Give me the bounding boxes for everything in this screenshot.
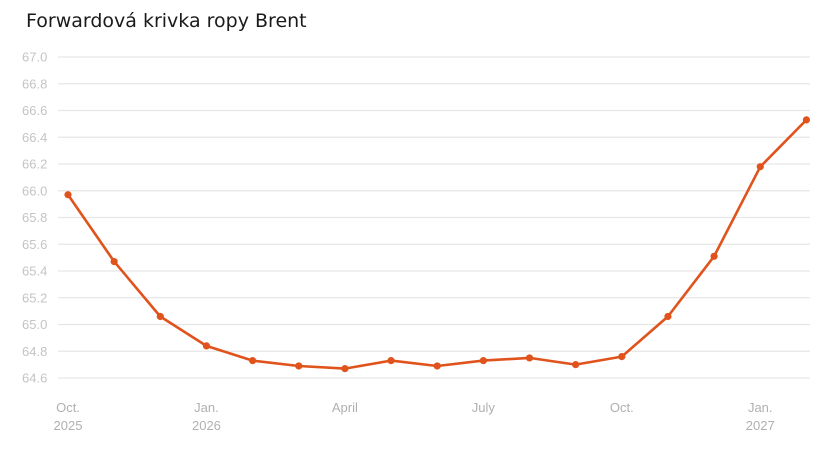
x-tick-label: April: [332, 400, 358, 415]
y-tick-label: 66.6: [22, 103, 47, 118]
y-tick-label: 66.2: [22, 157, 47, 172]
series: [64, 116, 811, 373]
y-tick-label: 65.4: [22, 264, 47, 279]
data-point: [664, 312, 672, 321]
gridlines: [58, 56, 810, 379]
x-tick-year-label: 2026: [192, 418, 221, 433]
x-tick-year-label: 2025: [54, 418, 83, 433]
y-tick-label: 64.6: [22, 371, 47, 386]
x-tick-label: Oct.: [610, 400, 634, 415]
x-axis-ticks: Oct. 2025 Jan. 2026 April July Oct. Jan. 2027: [54, 400, 775, 433]
y-tick-label: 65.2: [22, 290, 47, 305]
data-point: [341, 365, 349, 373]
y-tick-label: 66.4: [22, 130, 47, 145]
y-tick-label: 66.0: [22, 183, 47, 198]
data-point: [802, 116, 811, 124]
data-point: [387, 357, 395, 365]
y-tick-label: 66.8: [22, 76, 47, 91]
data-point: [572, 361, 580, 369]
x-tick-label: July: [472, 400, 496, 415]
data-point: [618, 353, 626, 361]
data-point: [156, 312, 164, 321]
data-point: [479, 357, 487, 365]
y-tick-label: 64.8: [22, 344, 47, 359]
y-tick-label: 65.8: [22, 210, 47, 225]
x-tick-label: Jan.: [748, 400, 773, 415]
data-point: [433, 362, 441, 370]
data-point: [295, 362, 303, 370]
data-point: [525, 354, 534, 362]
y-tick-label: 65.0: [22, 317, 47, 332]
data-point: [202, 342, 211, 350]
x-tick-year-label: 2027: [746, 418, 775, 433]
x-tick-label: Oct.: [56, 400, 80, 415]
data-point: [756, 163, 764, 171]
data-point: [710, 252, 718, 260]
data-point: [110, 258, 118, 266]
x-tick-label: Jan.: [194, 400, 219, 415]
y-tick-label: 65.6: [22, 237, 47, 252]
chart-title: Forwardová krivka ropy Brent: [26, 10, 307, 32]
data-point: [249, 357, 257, 365]
y-axis-ticks: 64.6 64.8 65.0 65.2 65.4 65.6 65.8 66.0 66.2 66.4…: [22, 50, 47, 386]
data-point: [64, 191, 72, 199]
y-tick-label: 67.0: [22, 50, 47, 65]
